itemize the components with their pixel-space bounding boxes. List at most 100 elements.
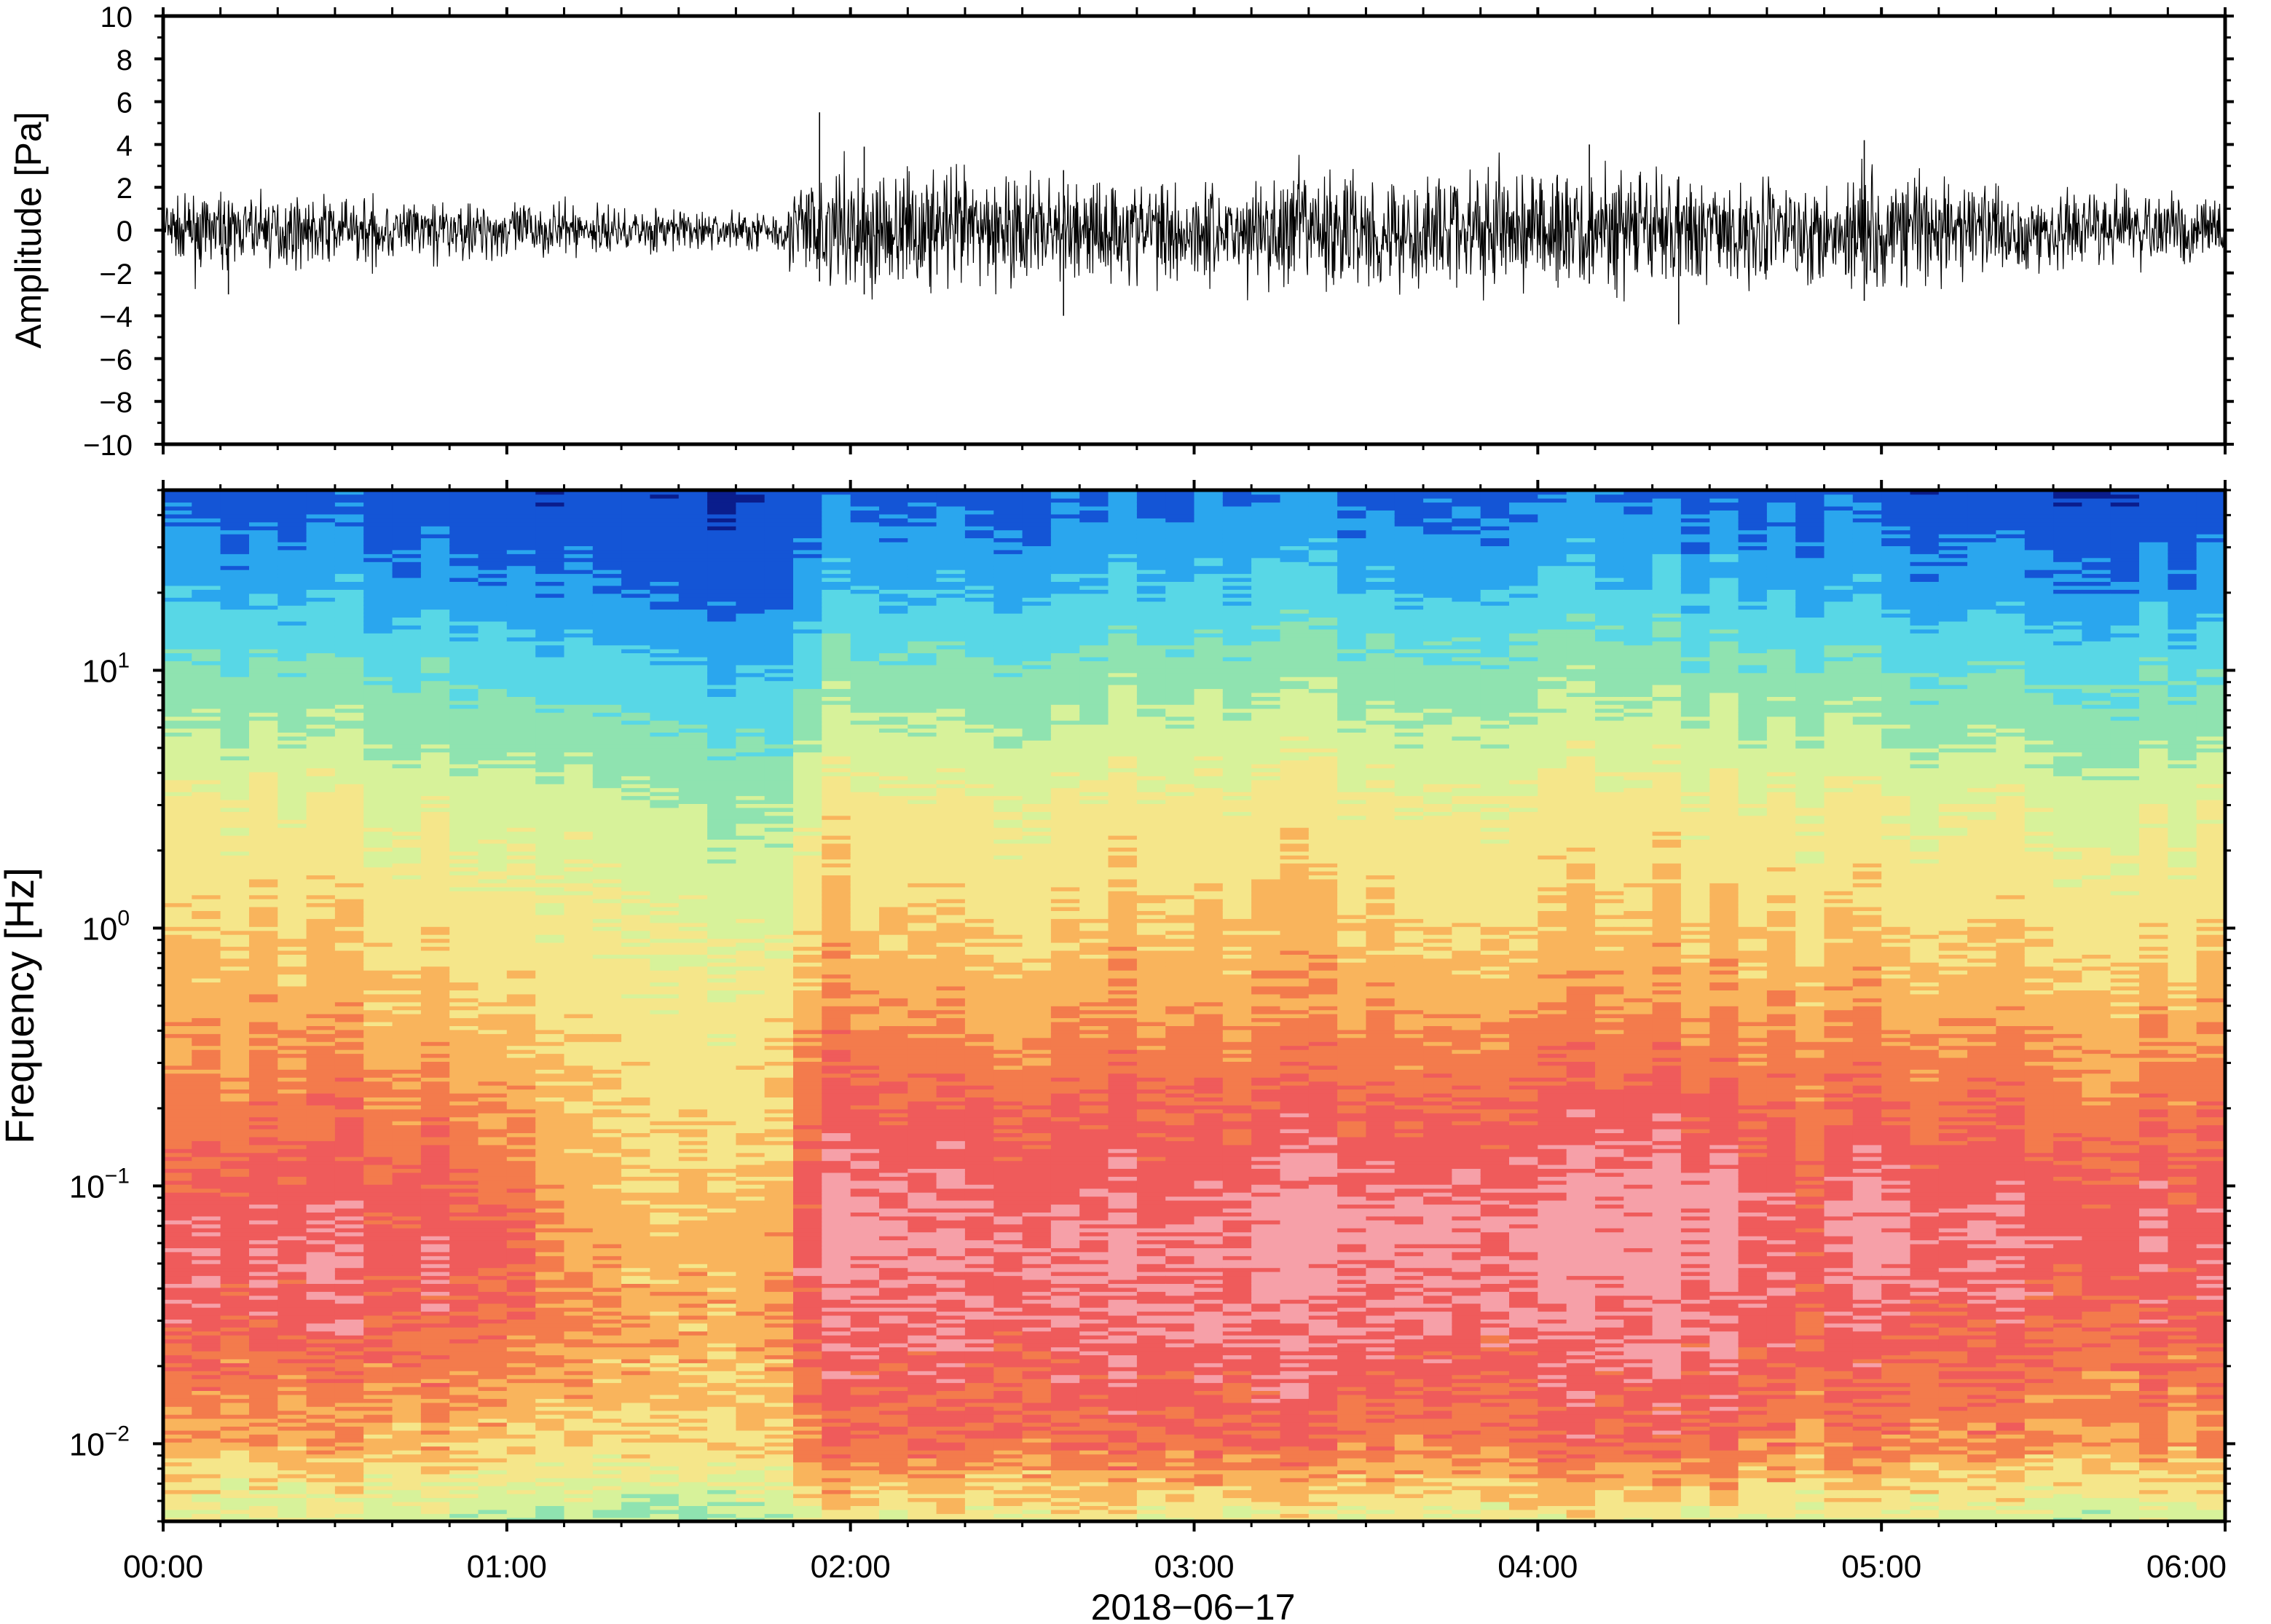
spectrogram-cell: [449, 1371, 479, 1376]
spectrogram-cell: [420, 653, 450, 658]
spectrogram-cell: [334, 1251, 364, 1256]
spectrogram-cell: [306, 1371, 336, 1376]
spectrogram-cell: [564, 970, 594, 975]
spectrogram-cell: [449, 1136, 479, 1141]
spectrogram-cell: [564, 526, 594, 531]
spectrogram-cell: [449, 1228, 479, 1233]
spectrogram-cell: [564, 577, 594, 582]
spectrogram-cell: [363, 1124, 393, 1130]
spectrogram-cell: [363, 1363, 393, 1368]
spectrogram-cell: [478, 510, 508, 515]
spectrogram-cell: [220, 1081, 250, 1086]
spectrogram-cell: [592, 1136, 622, 1141]
spectrogram-cell: [392, 942, 422, 947]
spectrogram-cell: [650, 1462, 680, 1467]
spectrogram-cell: [363, 1156, 393, 1162]
spectrogram-cell: [506, 1152, 536, 1157]
spectrogram-cell: [192, 1006, 221, 1011]
spectrogram-cell: [592, 1199, 622, 1205]
spectrogram-cell: [163, 985, 193, 990]
spectrogram-cell: [363, 926, 393, 931]
spectrogram-cell: [392, 1212, 422, 1217]
spectrogram-cell: [621, 1430, 651, 1435]
spectrogram-cell: [392, 982, 422, 987]
spectrogram-cell: [420, 521, 450, 527]
spectrogram-cell: [650, 883, 680, 888]
spectrogram-cell: [392, 1069, 422, 1074]
spectrogram-cell: [449, 891, 479, 896]
spectrogram-cell: [478, 760, 508, 765]
spectrogram-cell: [506, 1426, 536, 1431]
spectrogram-cell: [564, 1303, 594, 1308]
spectrogram-cell: [621, 1501, 651, 1506]
spectrogram-cell: [621, 799, 651, 804]
spectrogram-cell: [392, 779, 422, 784]
spectrogram-cell: [678, 1450, 708, 1455]
spectrogram-cell: [449, 902, 479, 907]
spectrogram-cell: [478, 518, 508, 523]
spectrogram-cell: [478, 779, 508, 784]
spectrogram-cell: [650, 537, 680, 543]
spectrogram-cell: [392, 1196, 422, 1201]
spectrogram-cell: [449, 1390, 479, 1395]
spectrogram-cell: [163, 1486, 193, 1491]
spectrogram-cell: [592, 672, 622, 677]
spectrogram-cell: [506, 1105, 536, 1110]
spectrogram-cell: [192, 1358, 221, 1363]
spectrogram-cell: [506, 502, 536, 507]
spectrogram-cell: [650, 712, 680, 717]
spectrogram-cell: [306, 1212, 336, 1217]
spectrogram-cell: [334, 1306, 364, 1312]
spectrogram-cell: [249, 1176, 279, 1181]
spectrogram-cell: [592, 1306, 622, 1312]
spectrogram-cell: [506, 1446, 536, 1451]
spectrogram-cell: [535, 1100, 565, 1105]
spectrogram-cell: [192, 1478, 221, 1483]
spectrogram-cell: [449, 926, 479, 931]
spectrogram-cell: [506, 1120, 536, 1126]
spectrogram-cell: [449, 648, 479, 653]
spectrogram-cell: [650, 1025, 680, 1030]
spectrogram-cell: [163, 625, 193, 630]
spectrogram-cell: [650, 867, 680, 872]
spectrogram-cell: [478, 664, 508, 669]
spectrogram-cell: [249, 1164, 279, 1169]
spectrogram-cell: [678, 1489, 708, 1494]
spectrogram-cell: [278, 1489, 307, 1494]
spectrogram-cell: [650, 1422, 680, 1427]
spectrogram-cell: [650, 1295, 680, 1300]
spectrogram-cell: [650, 1196, 680, 1201]
spectrogram-cell: [592, 1311, 622, 1316]
spectrogram-cell: [678, 1295, 708, 1300]
spectrogram-cell: [334, 1454, 364, 1459]
spectrogram-cell: [392, 1081, 422, 1086]
spectrogram-cell: [220, 1450, 250, 1455]
spectrogram-cell: [334, 664, 364, 669]
spectrogram-cell: [449, 1065, 479, 1070]
spectrogram-cell: [506, 1073, 536, 1078]
spectrogram-cell: [392, 1489, 422, 1494]
spectrogram-cell: [449, 526, 479, 531]
spectrogram-cell: [564, 581, 594, 586]
spectrogram-cell: [220, 612, 250, 618]
spectrogram-cell: [192, 1160, 221, 1165]
spectrogram-cell: [192, 1105, 221, 1110]
spectrogram-cell: [363, 771, 393, 776]
spectrogram-cell: [278, 1113, 307, 1118]
spectrogram-cell: [278, 819, 307, 824]
spectrogram-cell: [306, 1478, 336, 1483]
spectrogram-cell: [249, 1017, 279, 1022]
spectrogram-cell: [420, 577, 450, 582]
spectrogram-cell: [306, 1390, 336, 1395]
spectrogram-cell: [163, 934, 193, 939]
spectrogram-cell: [363, 1100, 393, 1105]
spectrogram-cell: [192, 1081, 221, 1086]
spectrogram-cell: [363, 827, 393, 832]
spectrogram-cell: [163, 1363, 193, 1368]
spectrogram-cell: [249, 537, 279, 543]
spectrogram-cell: [621, 1382, 651, 1387]
spectrogram-cell: [650, 902, 680, 907]
spectrogram-cell: [278, 1442, 307, 1447]
spectrogram-cell: [564, 593, 594, 598]
spectrogram-cell: [220, 1176, 250, 1181]
